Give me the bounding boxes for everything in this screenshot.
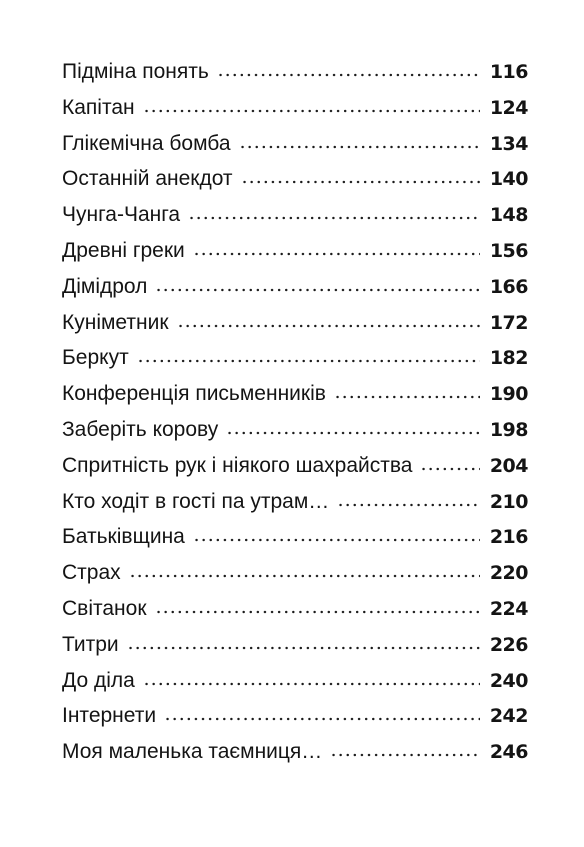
dot-leader (164, 717, 480, 722)
dot-leader (226, 430, 480, 435)
toc-entry-title: Чунга-Чанга (62, 203, 181, 227)
toc-entry-page: 190 (489, 383, 529, 406)
dot-leader (238, 144, 480, 149)
toc-entry-title: Останній анекдот (62, 167, 233, 191)
table-of-contents: Підміна понять 116 Капітан 124 Глікемічн… (62, 54, 529, 770)
toc-entry: Світанок 224 (62, 591, 529, 627)
toc-entry: Підміна понять 116 (62, 54, 529, 90)
toc-entry: Куніметник 172 (62, 305, 529, 341)
toc-entry: Останній анекдот 140 (62, 161, 529, 197)
dot-leader (330, 753, 480, 758)
toc-entry-page: 116 (489, 61, 529, 83)
toc-entry: Спритність рук і ніякого шахрайства 204 (62, 448, 529, 484)
toc-entry-page: 224 (489, 597, 529, 620)
dot-leader (337, 502, 480, 507)
toc-entry: Титри 226 (62, 627, 529, 663)
dot-leader (142, 108, 480, 113)
toc-entry: Страх 220 (62, 555, 529, 591)
dot-leader (142, 681, 480, 686)
toc-entry-page: 216 (489, 526, 529, 549)
toc-entry-title: Куніметник (62, 310, 169, 334)
dot-leader (216, 73, 480, 77)
toc-entry-title: Моя маленька таємниця… (62, 740, 323, 764)
toc-entry-page: 226 (489, 633, 529, 656)
toc-entry-page: 166 (489, 275, 529, 298)
toc-entry-page: 148 (489, 204, 529, 227)
toc-entry-title: Древні греки (62, 238, 185, 262)
dot-leader (154, 609, 480, 614)
toc-entry-title: Дімідрол (62, 274, 148, 298)
dot-leader (126, 645, 480, 650)
toc-entry-page: 242 (489, 705, 529, 728)
toc-entry-title: Заберіть корову (62, 417, 219, 441)
toc-entry-page: 156 (489, 239, 529, 262)
toc-entry: Моя маленька таємниця… 246 (62, 734, 529, 770)
toc-entry-page: 124 (489, 96, 529, 119)
toc-entry: Конференція письменників 190 (62, 376, 529, 412)
dot-leader (192, 538, 480, 543)
toc-entry-page: 246 (489, 741, 529, 764)
dot-leader (155, 287, 480, 292)
dot-leader (188, 216, 480, 221)
toc-entry: Заберіть корову 198 (62, 412, 529, 448)
toc-entry-title: Титри (62, 632, 119, 656)
toc-entry: До діла 240 (62, 663, 529, 699)
toc-entry-page: 204 (489, 454, 529, 477)
toc-entry-page: 134 (489, 132, 529, 155)
dot-leader (128, 574, 480, 579)
toc-entry: Кто ходіт в гості па утрам… 210 (62, 484, 529, 520)
toc-entry-page: 220 (489, 562, 529, 585)
toc-entry: Беркут 182 (62, 340, 529, 376)
dot-leader (420, 466, 480, 471)
toc-entry-title: Спритність рук і ніякого шахрайства (62, 453, 413, 477)
toc-entry: Капітан 124 (62, 90, 529, 126)
toc-entry: Інтернети 242 (62, 698, 529, 734)
toc-entry-title: Підміна понять (62, 60, 209, 83)
toc-entry: Батьківщина 216 (62, 519, 529, 555)
toc-entry-page: 210 (489, 490, 529, 513)
toc-entry-page: 198 (489, 418, 529, 441)
toc-entry-title: Батьківщина (62, 525, 185, 549)
toc-entry-page: 140 (489, 168, 529, 191)
toc-entry: Глікемічна бомба 134 (62, 126, 529, 162)
toc-entry: Дімідрол 166 (62, 269, 529, 305)
toc-entry-page: 172 (489, 311, 529, 334)
toc-entry-title: До діла (62, 668, 135, 692)
toc-entry-title: Конференція письменників (62, 382, 326, 406)
toc-entry: Чунга-Чанга 148 (62, 197, 529, 233)
toc-entry-title: Інтернети (62, 704, 157, 728)
toc-entry: Древні греки 156 (62, 233, 529, 269)
toc-entry-title: Кто ходіт в гості па утрам… (62, 489, 330, 513)
dot-leader (176, 323, 480, 328)
toc-entry-page: 182 (489, 347, 529, 370)
toc-entry-title: Світанок (62, 596, 147, 620)
dot-leader (333, 395, 480, 400)
toc-entry-title: Беркут (62, 346, 129, 370)
toc-entry-title: Капітан (62, 95, 135, 119)
dot-leader (192, 251, 480, 256)
toc-entry-title: Глікемічна бомба (62, 131, 231, 155)
toc-entry-title: Страх (62, 561, 121, 585)
toc-entry-page: 240 (489, 669, 529, 692)
dot-leader (136, 359, 480, 364)
dot-leader (240, 180, 480, 185)
